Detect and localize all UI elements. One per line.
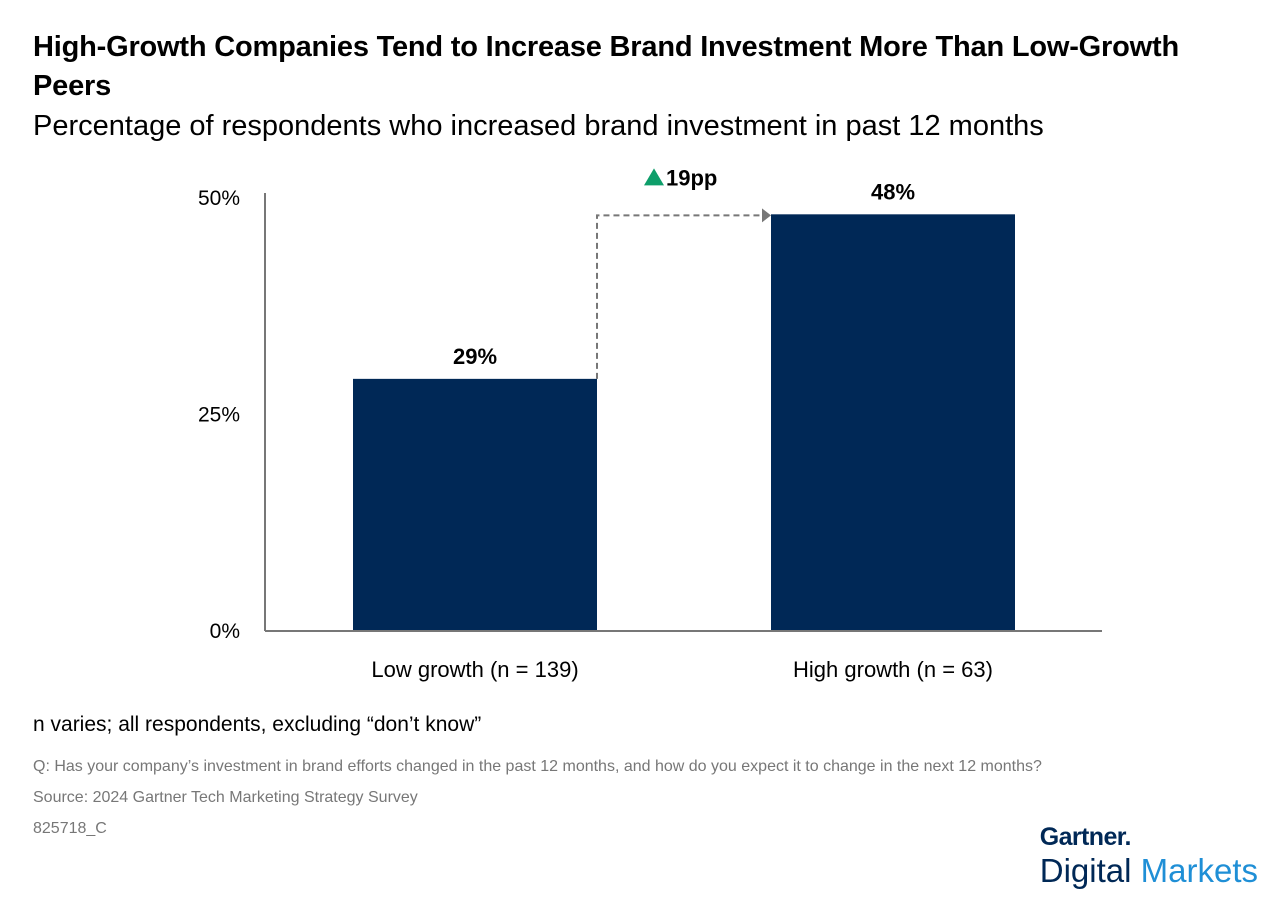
bar (771, 214, 1015, 630)
chart-title: High-Growth Companies Tend to Increase B… (33, 31, 1179, 102)
survey-question: Q: Has your company’s investment in bran… (33, 758, 1042, 775)
bar (353, 378, 597, 630)
difference-connector (596, 214, 763, 379)
data-label: 48% (871, 179, 915, 204)
logo-word-markets: Markets (1140, 852, 1258, 889)
source-line: Source: 2024 Gartner Tech Marketing Stra… (33, 789, 418, 806)
y-tick-label: 25% (198, 404, 240, 427)
x-tick-label: High growth (n = 63) (793, 657, 993, 682)
y-tick-label: 50% (198, 187, 240, 210)
chart-id: 825718_C (33, 820, 107, 837)
sample-note: n varies; all respondents, excluding “do… (33, 713, 482, 736)
logo-digital-markets-text: Digital Markets (1040, 852, 1258, 890)
chart-subtitle: Percentage of respondents who increased … (33, 110, 1044, 142)
gartner-digital-markets-logo: Gartner. Digital Markets (1040, 822, 1258, 890)
bar-chart: 0% 25% 50% 29% Low growth (n = 139) 48% High g… (198, 165, 1102, 682)
logo-gartner-text: Gartner. (1039, 823, 1132, 851)
y-tick-label: 0% (210, 620, 240, 643)
up-triangle-icon (644, 168, 664, 186)
logo-word-digital: Digital (1039, 852, 1132, 889)
difference-label: 19pp (666, 165, 717, 190)
x-tick-label: Low growth (n = 139) (371, 657, 578, 682)
data-label: 29% (453, 344, 497, 369)
arrowhead-icon (762, 208, 771, 223)
